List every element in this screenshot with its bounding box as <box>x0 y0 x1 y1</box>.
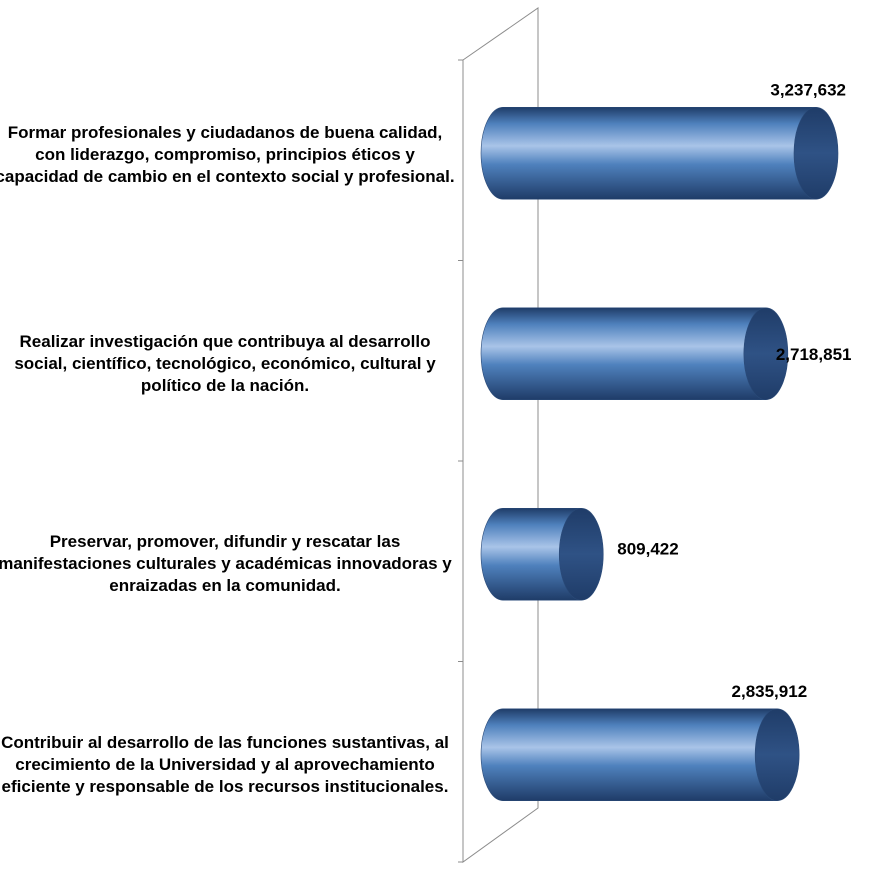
bar <box>480 106 839 200</box>
data-label: 2,835,912 <box>732 682 808 701</box>
category-label: Formar profesionales y ciudadanos de bue… <box>0 123 455 186</box>
bar-cap <box>743 307 789 401</box>
axis-wall <box>462 7 539 863</box>
bar-body <box>480 307 767 401</box>
category-label: Realizar investigación que contribuya al… <box>14 332 436 395</box>
data-label: 2,718,851 <box>776 345 852 364</box>
bar <box>480 708 800 802</box>
bar-cap <box>754 708 800 802</box>
bar-cap <box>793 106 839 200</box>
bar <box>480 307 789 401</box>
category-label: Preservar, promover, difundir y rescatar… <box>0 532 452 595</box>
bar-body <box>480 106 817 200</box>
category-label: Contribuir al desarrollo de las funcione… <box>1 733 449 796</box>
bar-cap <box>558 507 604 601</box>
bar-body <box>480 708 778 802</box>
data-label: 809,422 <box>617 539 678 558</box>
bar-body <box>480 507 582 601</box>
data-label: 3,237,632 <box>770 80 846 99</box>
bar <box>480 507 604 601</box>
